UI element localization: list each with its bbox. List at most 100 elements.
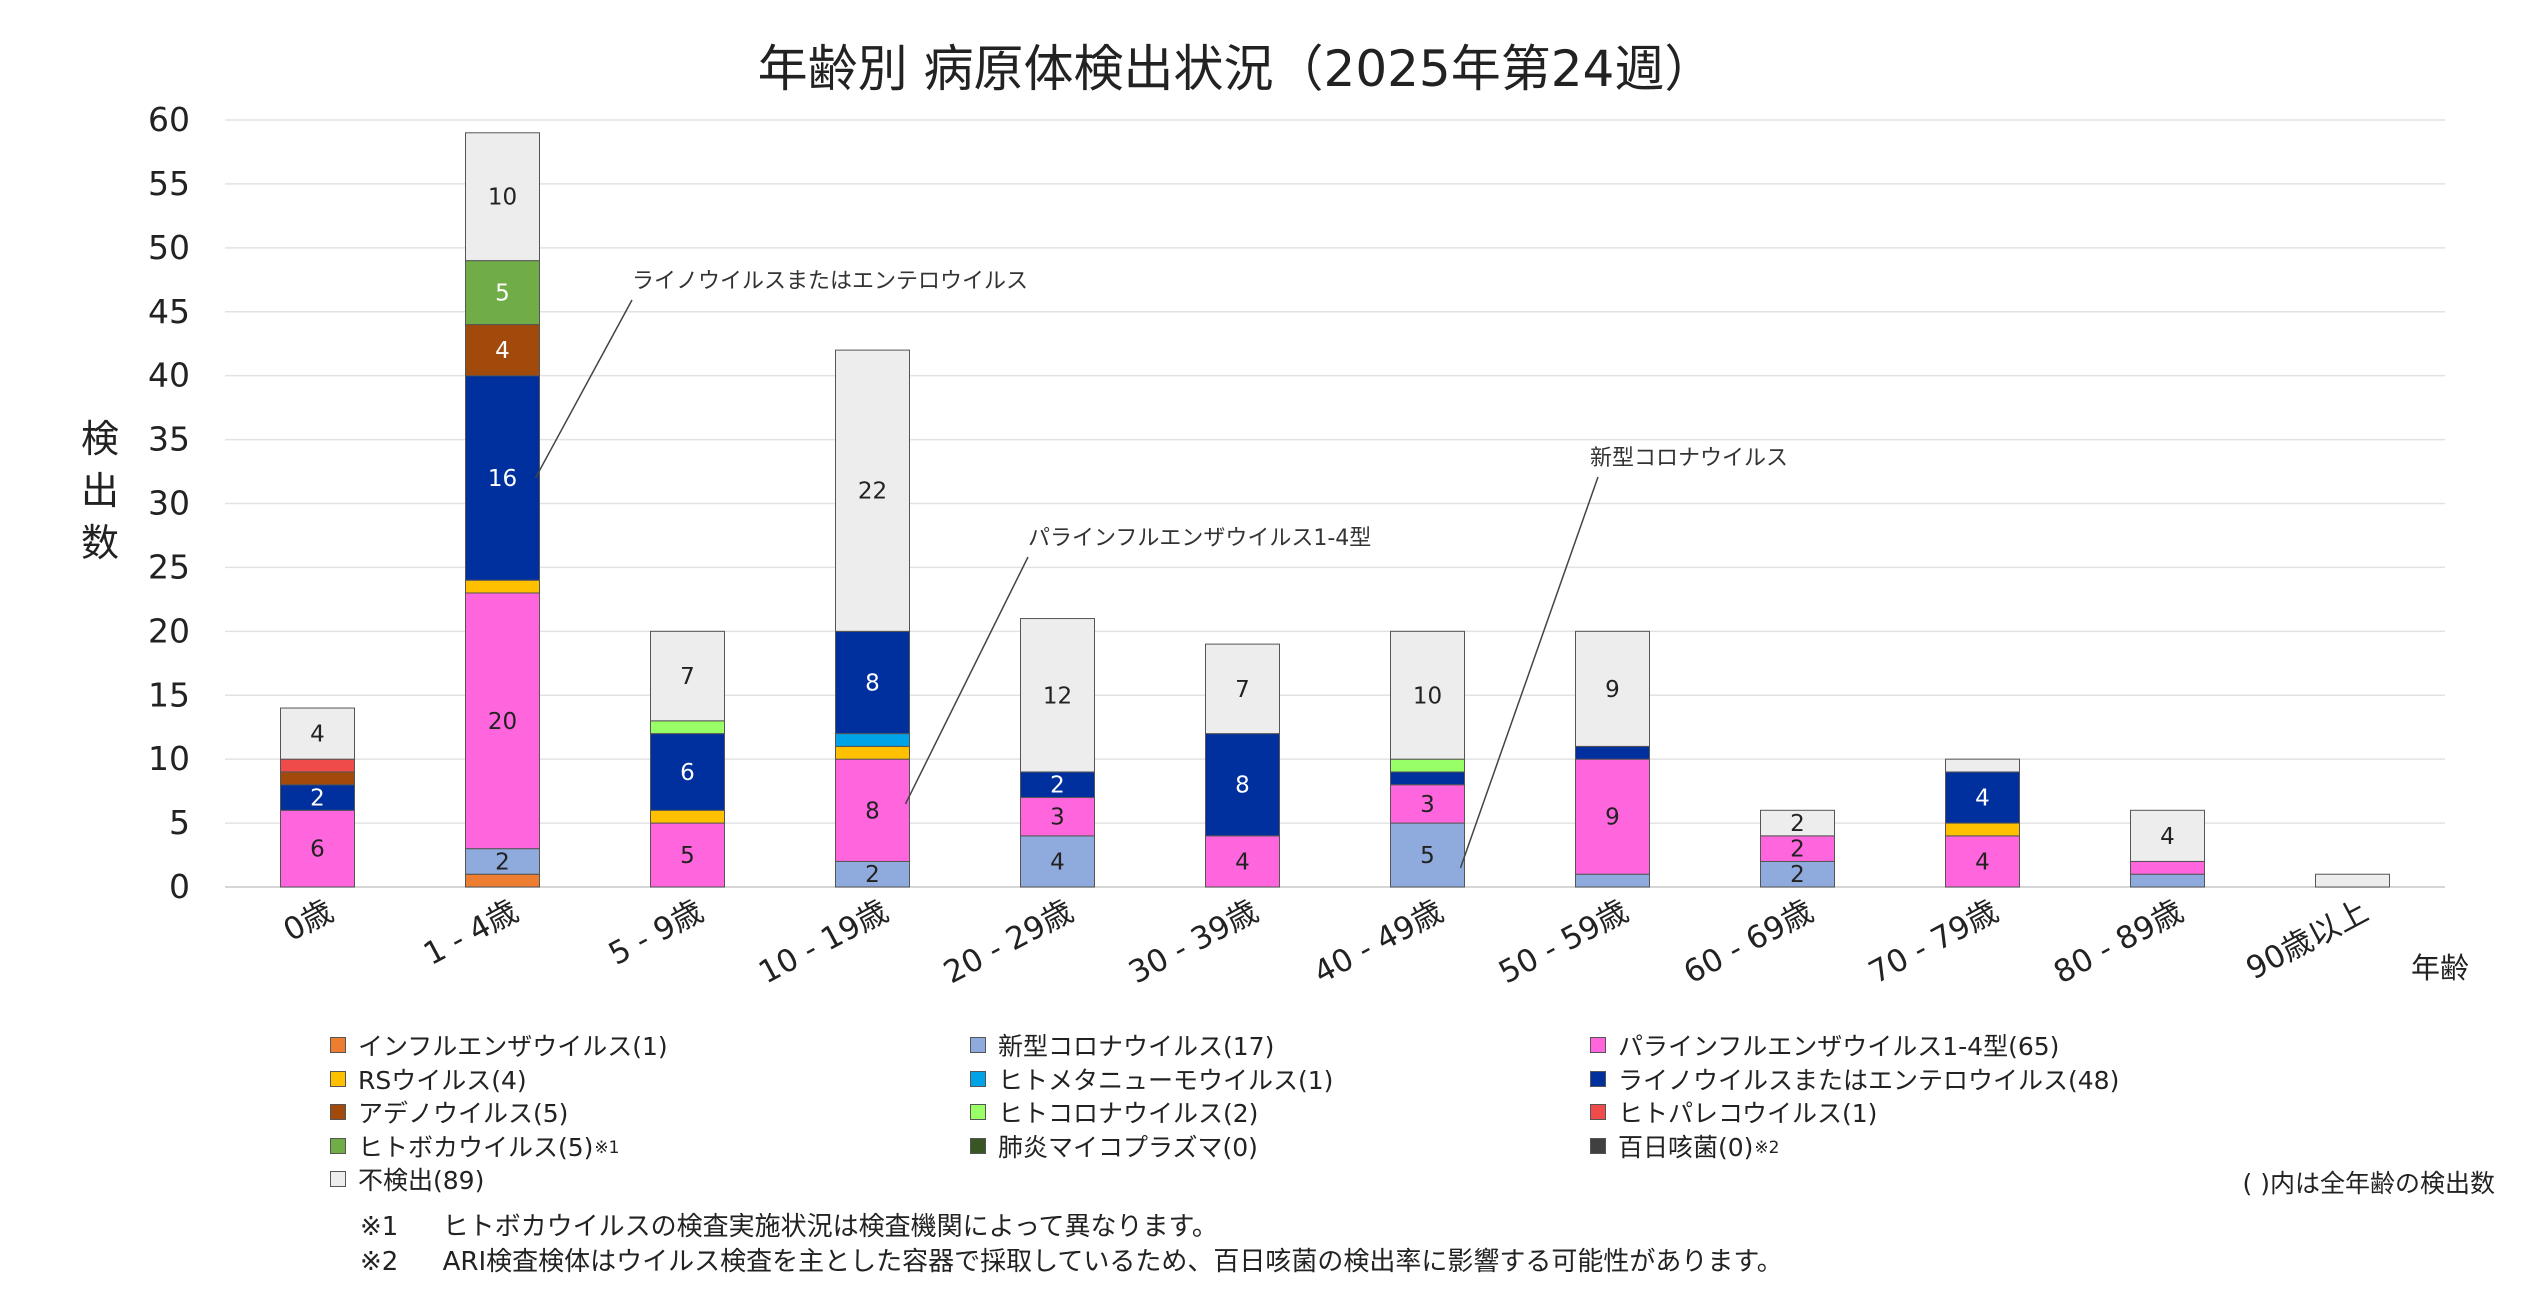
legend-label: RSウイルス(4) bbox=[358, 1065, 527, 1095]
legend-label: 新型コロナウイルス(17) bbox=[998, 1032, 1275, 1061]
bar-segment bbox=[1945, 835, 2020, 888]
data-label: 8 bbox=[865, 670, 880, 696]
y-axis-ticks: 0 5 10 15 20 25 30 35 40 45 50 55 60 bbox=[148, 100, 190, 906]
data-label: 5 bbox=[495, 281, 510, 307]
legend-label: 百日咳菌(0) bbox=[1618, 1132, 1754, 1162]
annotation-leader-line bbox=[534, 299, 633, 479]
annotation-label: パラインフルエンザウイルス1-4型 bbox=[1028, 526, 1371, 551]
y-tick-label: 30 bbox=[148, 484, 190, 523]
footnote-2: ※2 ARI検査検体はウイルス検査を主とした容器で採取しているため、百日咳菌の検… bbox=[360, 1245, 1783, 1280]
bar-segment bbox=[650, 822, 725, 888]
bar-segment bbox=[1945, 758, 2020, 773]
grid-lines bbox=[225, 119, 2445, 888]
data-label: 4 bbox=[495, 338, 510, 364]
x-tick-label: 1 - 4歳 bbox=[418, 893, 524, 972]
legend-label: 肺炎マイコプラズマ(0) bbox=[998, 1132, 1258, 1162]
legend-label: ヒトコロナウイルス(2) bbox=[998, 1099, 1259, 1128]
legend-label: ヒトボカウイルス(5) bbox=[358, 1132, 594, 1162]
bar-segment bbox=[650, 809, 725, 824]
legend-item: ヒトメタニューモウイルス(1) bbox=[970, 1063, 1333, 1095]
bar-segment bbox=[1760, 809, 1835, 837]
bar-segment bbox=[1575, 745, 1650, 760]
y-tick-label: 15 bbox=[148, 675, 190, 714]
y-tick-label: 0 bbox=[169, 867, 190, 906]
y-tick-label: 60 bbox=[148, 100, 190, 139]
bar-segment bbox=[1390, 822, 1465, 888]
bar-segment bbox=[1205, 835, 1280, 888]
data-label: 20 bbox=[488, 709, 517, 735]
x-tick-label: 30 - 39歳 bbox=[1123, 893, 1264, 991]
legend-swatch bbox=[1590, 1070, 1606, 1087]
bar-segment bbox=[1020, 797, 1095, 837]
chart-title: 年齢別 病原体検出状況（2025年第24週） bbox=[758, 40, 1715, 98]
legend-label: パラインフルエンザウイルス1-4型(65) bbox=[1618, 1032, 2060, 1061]
data-label: 2 bbox=[1050, 773, 1065, 799]
bar-segment bbox=[835, 758, 910, 862]
data-label: 5 bbox=[680, 843, 695, 869]
data-label: 9 bbox=[1605, 805, 1620, 831]
annotation-label: 新型コロナウイルス bbox=[1590, 446, 1788, 471]
bar-segment bbox=[465, 592, 540, 850]
legend-swatch bbox=[1590, 1137, 1606, 1154]
bar-segment bbox=[2315, 873, 2390, 888]
footnote-mark: ※2 bbox=[360, 1247, 399, 1277]
bar-segment bbox=[280, 809, 355, 888]
bar-segment bbox=[1205, 643, 1280, 735]
legend-item: 不検出(89) bbox=[330, 1163, 484, 1195]
legend-swatch bbox=[330, 1104, 346, 1120]
bar-segment bbox=[1390, 630, 1465, 760]
bar-segment bbox=[1575, 630, 1650, 747]
legend-item: ヒトパレコウイルス(1) bbox=[1590, 1096, 1877, 1128]
legend-label: アデノウイルス(5) bbox=[358, 1099, 569, 1128]
y-tick-label: 40 bbox=[148, 356, 190, 395]
data-label: 8 bbox=[1235, 773, 1250, 799]
legend-swatch bbox=[970, 1070, 986, 1087]
x-tick-label: 0歳 bbox=[278, 893, 340, 949]
x-tick-label: 50 - 59歳 bbox=[1493, 893, 1634, 991]
bar-segment bbox=[1020, 835, 1095, 888]
y-tick-label: 50 bbox=[148, 228, 190, 267]
bar-segment bbox=[650, 630, 725, 722]
x-tick-label: 80 - 89歳 bbox=[2048, 893, 2189, 991]
y-axis-label-char: 出 bbox=[81, 469, 119, 513]
legend-item: ヒトコロナウイルス(2) bbox=[970, 1096, 1258, 1128]
x-tick-label: 90歳以上 bbox=[2240, 893, 2374, 987]
annotation-leader-line bbox=[1459, 476, 1599, 869]
bar-segment bbox=[280, 771, 355, 786]
bar-segment bbox=[465, 132, 540, 262]
bar-segment bbox=[835, 349, 910, 632]
legend-label: ヒトメタニューモウイルス(1) bbox=[998, 1065, 1334, 1095]
data-label: 12 bbox=[1043, 683, 1072, 709]
bar-segment bbox=[1945, 822, 2020, 837]
data-label: 10 bbox=[1413, 683, 1442, 709]
legend: インフルエンザウイルス(1) 新型コロナウイルス(17) パラインフルエンザウイルス… bbox=[330, 1029, 2290, 1201]
legend-swatch bbox=[1590, 1037, 1606, 1053]
y-tick-label: 25 bbox=[148, 547, 190, 586]
y-tick-label: 20 bbox=[148, 611, 190, 650]
annotation-label: ライノウイルスまたはエンテロウイルス bbox=[632, 269, 1028, 294]
y-tick-label: 10 bbox=[148, 739, 190, 778]
legend-label: ヒトパレコウイルス(1) bbox=[1618, 1099, 1878, 1128]
x-tick-label: 70 - 79歳 bbox=[1863, 893, 2004, 991]
bar-segment bbox=[1945, 771, 2020, 824]
bar-segment bbox=[1020, 618, 1095, 773]
footnote-text: ヒトボカウイルスの検査実施状況は検査機関によって異なります。 bbox=[442, 1212, 1218, 1242]
data-label: 4 bbox=[2160, 824, 2175, 850]
legend-label: 不検出(89) bbox=[358, 1166, 485, 1195]
y-tick-label: 5 bbox=[169, 803, 190, 842]
data-label: 2 bbox=[1790, 837, 1805, 863]
x-tick-label: 5 - 9歳 bbox=[603, 893, 709, 972]
x-axis-label: 年齢 bbox=[2411, 951, 2469, 985]
y-axis-label-char: 検 bbox=[81, 417, 119, 461]
data-label: 2 bbox=[495, 849, 510, 875]
y-axis-label: 検出数 bbox=[81, 417, 119, 565]
data-label: 7 bbox=[1235, 677, 1250, 703]
legend-item: アデノウイルス(5) bbox=[330, 1096, 568, 1128]
bar-stacks bbox=[280, 132, 2390, 888]
legend-swatch bbox=[330, 1037, 346, 1053]
legend-swatch bbox=[330, 1070, 346, 1087]
legend-swatch bbox=[970, 1137, 986, 1154]
bar-segment bbox=[2130, 860, 2205, 875]
legend-item: 百日咳菌(0) ※2 bbox=[1590, 1130, 1779, 1162]
